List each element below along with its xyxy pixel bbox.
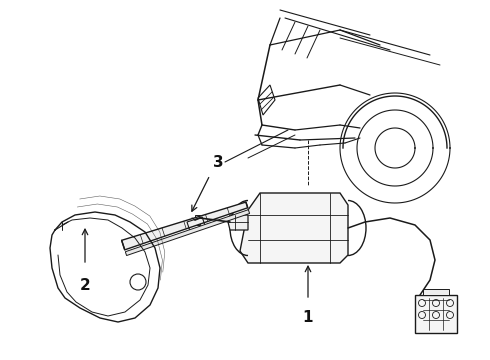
Polygon shape <box>423 289 449 295</box>
Polygon shape <box>125 210 249 256</box>
Text: 3: 3 <box>213 154 223 170</box>
Text: 2: 2 <box>79 278 90 292</box>
Polygon shape <box>228 215 248 230</box>
Polygon shape <box>415 295 457 333</box>
Text: 1: 1 <box>303 310 313 325</box>
Polygon shape <box>240 193 348 263</box>
Polygon shape <box>122 202 248 250</box>
Bar <box>187 217 205 231</box>
